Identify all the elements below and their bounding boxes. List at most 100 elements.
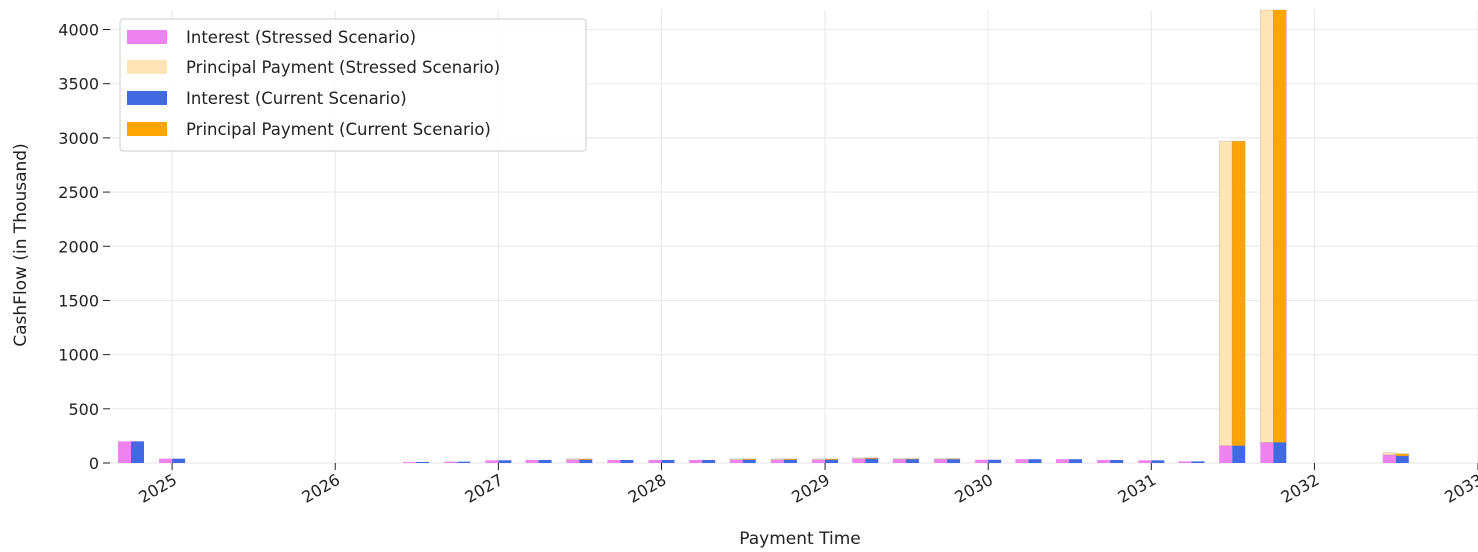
x-axis-label: Payment Time bbox=[739, 529, 860, 548]
bar-interest-current bbox=[1028, 459, 1042, 463]
bar-interest-current bbox=[1273, 442, 1287, 463]
bar-principal-current bbox=[824, 458, 839, 461]
bar-principal-stressed bbox=[770, 458, 785, 461]
bar-principal-current bbox=[905, 458, 920, 460]
bar-interest-current bbox=[172, 458, 186, 463]
legend-swatch-current-interest bbox=[127, 91, 167, 105]
bar-principal-current bbox=[783, 458, 798, 461]
bar-interest-current bbox=[947, 459, 961, 463]
bar-principal-stressed bbox=[892, 458, 907, 460]
bar-interest-stressed bbox=[852, 458, 866, 463]
bar-interest-stressed bbox=[1260, 442, 1274, 463]
x-tick-label: 2031 bbox=[1115, 470, 1160, 507]
bar-interest-stressed bbox=[607, 459, 621, 463]
y-tick-label: 2000 bbox=[58, 237, 99, 256]
legend-label-stressed-principal: Principal Payment (Stressed Scenario) bbox=[186, 58, 500, 77]
x-tick-label: 2025 bbox=[135, 470, 180, 507]
bar-interest-stressed bbox=[566, 459, 580, 463]
bar-principal-current bbox=[1231, 140, 1246, 446]
bar-interest-current bbox=[1395, 455, 1409, 463]
bar-interest-current bbox=[1232, 445, 1246, 463]
bar-principal-current bbox=[578, 458, 593, 461]
x-tick-label: 2027 bbox=[462, 470, 507, 507]
legend-swatch-stressed-principal bbox=[127, 60, 167, 74]
y-tick-label: 0 bbox=[89, 454, 99, 473]
bar-principal-current bbox=[1273, 9, 1287, 443]
bar-interest-current bbox=[1191, 461, 1205, 463]
y-tick-label: 500 bbox=[68, 400, 99, 419]
bar-interest-current bbox=[1151, 460, 1165, 463]
y-tick-label: 3500 bbox=[58, 75, 99, 94]
bar-interest-stressed bbox=[444, 461, 458, 463]
bar-interest-current bbox=[988, 459, 1002, 463]
bar-principal-stressed bbox=[811, 458, 826, 461]
y-axis-label: CashFlow (in Thousand) bbox=[11, 143, 31, 346]
bar-principal-stressed bbox=[933, 458, 948, 460]
x-tick-label: 2026 bbox=[298, 470, 343, 507]
bar-principal-stressed bbox=[1218, 140, 1233, 446]
bar-interest-stressed bbox=[1138, 460, 1152, 463]
y-tick-label: 1000 bbox=[58, 346, 99, 365]
bar-interest-stressed bbox=[934, 459, 948, 463]
bar-interest-stressed bbox=[1382, 454, 1396, 463]
bar-interest-stressed bbox=[1219, 445, 1233, 463]
bar-interest-stressed bbox=[118, 441, 132, 463]
x-tick-label: 2028 bbox=[625, 470, 670, 507]
bar-interest-stressed bbox=[525, 459, 539, 463]
bar-interest-current bbox=[1110, 459, 1124, 463]
bar-interest-current bbox=[1069, 459, 1083, 463]
bar-principal-current bbox=[864, 457, 879, 459]
y-tick-label: 1500 bbox=[58, 291, 99, 310]
bar-interest-stressed bbox=[1097, 459, 1111, 463]
bar-principal-current bbox=[1395, 453, 1410, 457]
bar-interest-current bbox=[620, 459, 634, 463]
bar-interest-stressed bbox=[892, 459, 906, 463]
legend-label-current-interest: Interest (Current Scenario) bbox=[186, 89, 407, 108]
bar-interest-stressed bbox=[485, 460, 499, 463]
bar-interest-stressed bbox=[159, 458, 173, 463]
legend-label-stressed-interest: Interest (Stressed Scenario) bbox=[186, 28, 416, 47]
bar-interest-current bbox=[865, 458, 879, 463]
bar-interest-stressed bbox=[1178, 461, 1192, 463]
bar-principal-current bbox=[742, 458, 757, 461]
bar-interest-current bbox=[457, 461, 471, 463]
bar-interest-stressed bbox=[975, 459, 989, 463]
bar-principal-current bbox=[946, 458, 961, 460]
bar-interest-stressed bbox=[1056, 459, 1070, 463]
legend-frame bbox=[119, 18, 587, 152]
bar-interest-current bbox=[905, 459, 919, 463]
bar-interest-stressed bbox=[403, 461, 417, 463]
legend: Interest (Stressed Scenario) Principal P… bbox=[119, 18, 587, 152]
bar-interest-current bbox=[498, 460, 512, 463]
bar-interest-current bbox=[825, 459, 839, 463]
bar-interest-stressed bbox=[770, 459, 784, 463]
bar-principal-stressed bbox=[851, 457, 866, 459]
bar-interest-current bbox=[783, 459, 797, 463]
bar-principal-stressed bbox=[1260, 9, 1274, 443]
bar-interest-current bbox=[661, 459, 675, 463]
bar-interest-current bbox=[416, 461, 430, 463]
y-tick-label: 2500 bbox=[58, 183, 99, 202]
x-tick-label: 2029 bbox=[788, 470, 833, 507]
x-tick-label: 2033 bbox=[1441, 470, 1478, 507]
legend-label-current-principal: Principal Payment (Current Scenario) bbox=[186, 120, 491, 139]
y-tick-label: 3000 bbox=[58, 129, 99, 148]
bar-interest-current bbox=[538, 459, 552, 463]
x-tick-label: 2032 bbox=[1278, 470, 1323, 507]
bar-principal-stressed bbox=[565, 458, 580, 461]
bar-interest-stressed bbox=[1015, 459, 1029, 463]
legend-swatch-stressed-interest bbox=[127, 30, 167, 44]
bar-principal-stressed bbox=[729, 458, 744, 461]
bar-principal-stressed bbox=[1382, 452, 1397, 456]
bar-interest-stressed bbox=[729, 459, 743, 463]
bar-interest-stressed bbox=[689, 459, 703, 463]
bar-interest-current bbox=[742, 459, 756, 463]
bar-interest-stressed bbox=[812, 459, 826, 463]
x-tick-label: 2030 bbox=[951, 470, 996, 507]
bar-interest-current bbox=[702, 459, 716, 463]
bar-interest-stressed bbox=[648, 459, 662, 463]
bars-layer bbox=[118, 9, 1410, 463]
y-tick-label: 4000 bbox=[58, 21, 99, 40]
